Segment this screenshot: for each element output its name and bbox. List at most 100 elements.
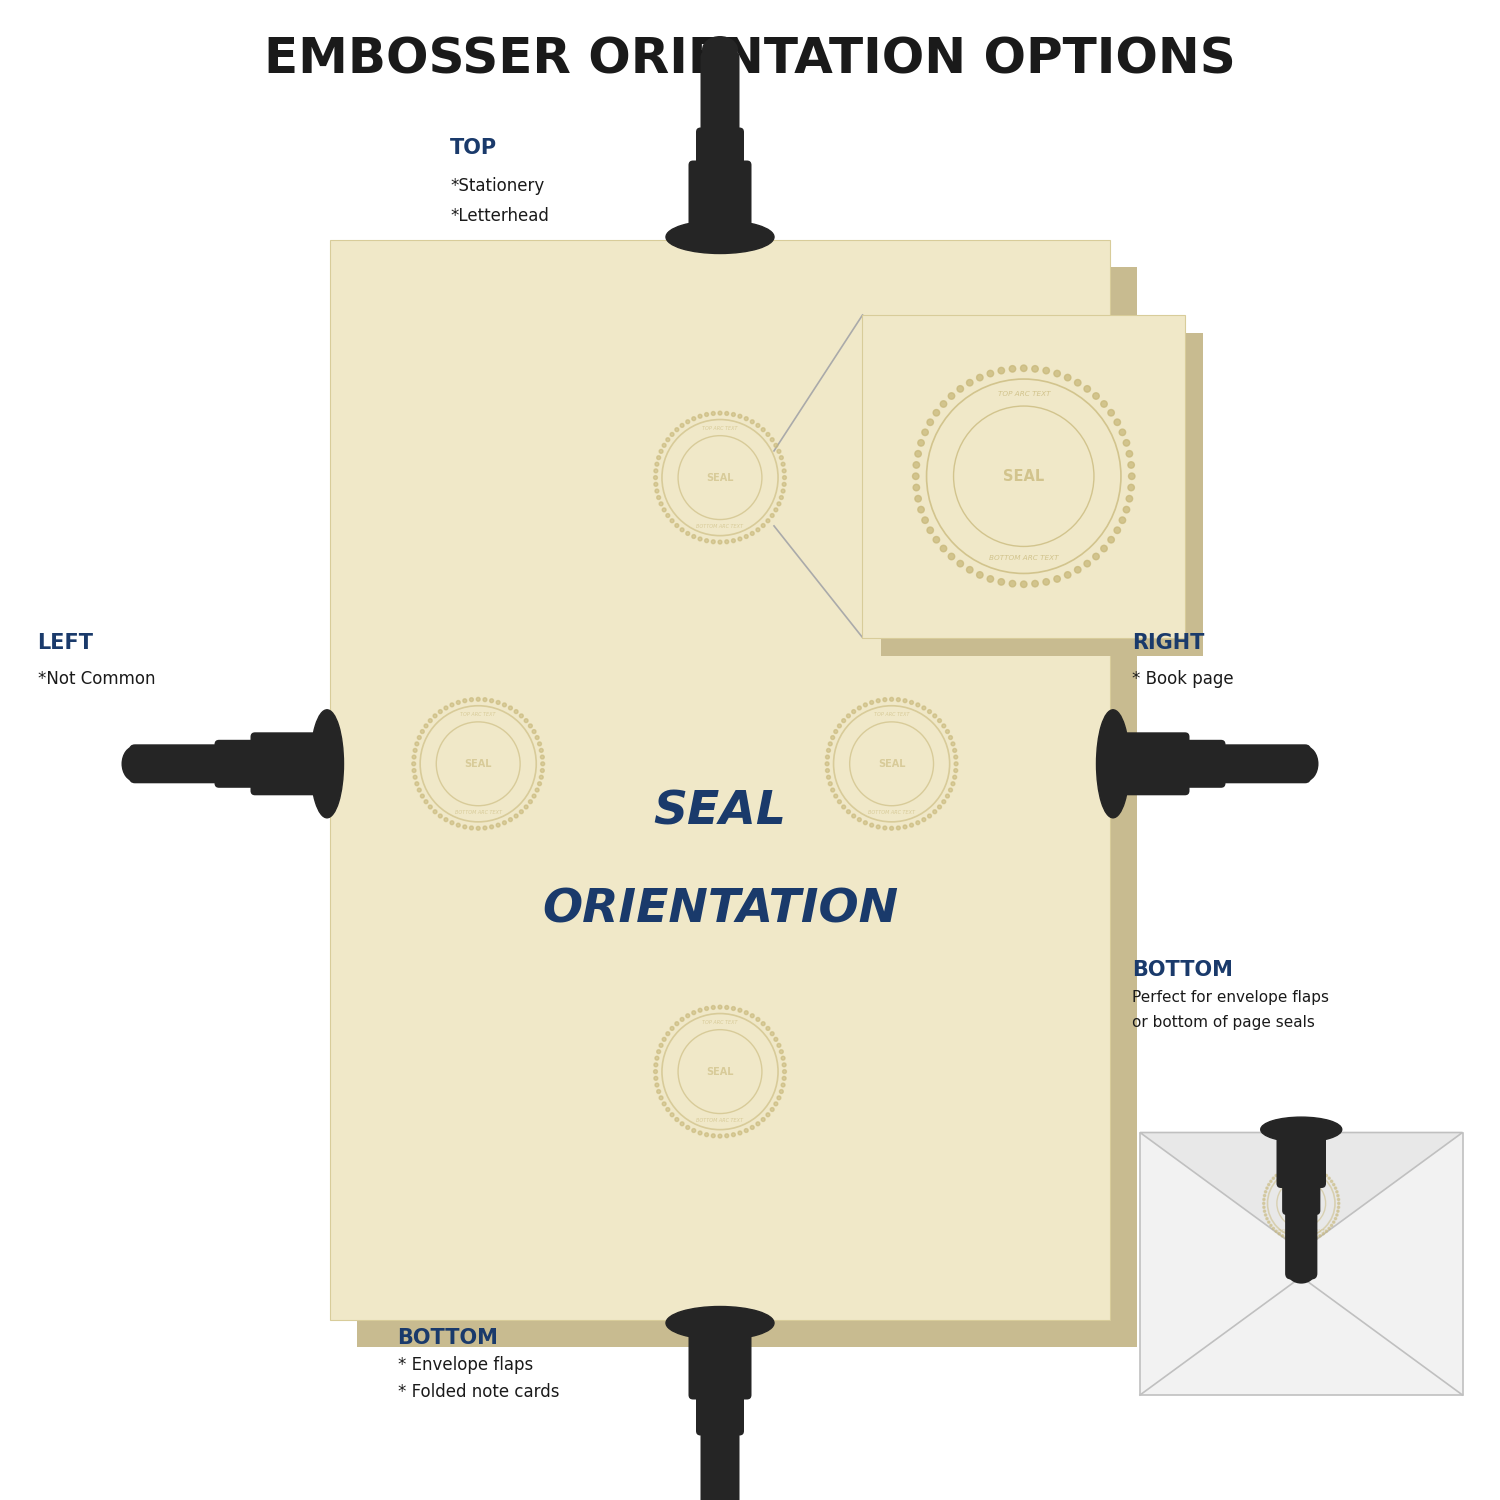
Circle shape [1010, 366, 1016, 372]
Text: RIGHT: RIGHT [1132, 633, 1204, 652]
Circle shape [766, 519, 770, 522]
Circle shape [483, 827, 488, 830]
Circle shape [724, 1134, 729, 1137]
Circle shape [976, 375, 982, 381]
Circle shape [922, 518, 928, 524]
Circle shape [1263, 1210, 1266, 1212]
Circle shape [782, 483, 786, 486]
Circle shape [675, 427, 680, 432]
FancyBboxPatch shape [1286, 1206, 1317, 1280]
Circle shape [1318, 1170, 1322, 1172]
Circle shape [420, 729, 424, 734]
Text: * Folded note cards: * Folded note cards [398, 1383, 560, 1401]
Circle shape [1293, 1166, 1294, 1168]
Text: BOTTOM ARC TEXT: BOTTOM ARC TEXT [1278, 1230, 1324, 1234]
Circle shape [692, 1128, 696, 1132]
Circle shape [1010, 580, 1016, 586]
Circle shape [774, 509, 778, 512]
Circle shape [1328, 1178, 1330, 1179]
Circle shape [537, 782, 542, 786]
Circle shape [1304, 1239, 1306, 1242]
Circle shape [837, 724, 842, 728]
Circle shape [780, 456, 783, 459]
Circle shape [966, 567, 974, 573]
Circle shape [444, 706, 448, 710]
Circle shape [711, 411, 716, 416]
Circle shape [429, 806, 432, 808]
Circle shape [1074, 567, 1082, 573]
Circle shape [705, 538, 708, 543]
Circle shape [698, 1131, 702, 1136]
Circle shape [1338, 1206, 1340, 1209]
Circle shape [1101, 546, 1107, 552]
Text: LEFT: LEFT [38, 633, 93, 652]
Circle shape [1054, 370, 1060, 376]
Circle shape [1300, 1239, 1302, 1242]
Circle shape [1275, 1230, 1278, 1233]
Circle shape [1270, 1180, 1272, 1182]
Circle shape [692, 417, 696, 420]
Circle shape [1281, 1170, 1284, 1172]
Circle shape [1101, 400, 1107, 406]
Circle shape [1336, 1194, 1340, 1197]
Circle shape [1020, 364, 1028, 372]
FancyBboxPatch shape [688, 160, 752, 230]
Circle shape [1114, 526, 1120, 534]
Circle shape [916, 821, 920, 825]
Text: TOP ARC TEXT: TOP ARC TEXT [998, 392, 1050, 398]
Circle shape [945, 794, 950, 798]
Circle shape [774, 444, 778, 447]
Circle shape [413, 768, 416, 772]
Circle shape [654, 470, 658, 472]
Ellipse shape [1292, 746, 1318, 782]
Circle shape [705, 1007, 708, 1011]
Circle shape [658, 1096, 663, 1100]
Circle shape [732, 1007, 735, 1011]
Circle shape [654, 1077, 658, 1080]
Circle shape [1094, 554, 1100, 560]
Circle shape [420, 794, 424, 798]
Circle shape [686, 1014, 690, 1017]
Circle shape [903, 825, 908, 830]
Circle shape [519, 714, 524, 718]
Circle shape [884, 698, 886, 702]
Circle shape [782, 1064, 786, 1066]
Circle shape [540, 754, 544, 759]
Circle shape [654, 476, 657, 480]
Circle shape [783, 1070, 786, 1074]
Circle shape [1293, 1239, 1294, 1240]
FancyBboxPatch shape [1179, 740, 1225, 788]
Text: TOP ARC TEXT: TOP ARC TEXT [874, 712, 909, 717]
Circle shape [532, 794, 536, 798]
Circle shape [760, 1022, 765, 1026]
Circle shape [537, 742, 542, 746]
Circle shape [429, 718, 432, 723]
Circle shape [656, 1056, 658, 1060]
Circle shape [718, 1005, 722, 1010]
Text: TOP ARC TEXT: TOP ARC TEXT [702, 426, 738, 430]
FancyBboxPatch shape [700, 1426, 740, 1500]
Bar [330, 240, 1110, 1320]
Circle shape [1084, 386, 1090, 392]
Circle shape [782, 489, 784, 494]
Circle shape [470, 698, 474, 702]
Circle shape [1275, 1174, 1278, 1176]
Circle shape [666, 438, 670, 441]
Circle shape [1263, 1206, 1264, 1209]
Text: SEAL: SEAL [878, 759, 906, 770]
Circle shape [656, 462, 658, 466]
FancyBboxPatch shape [129, 744, 224, 783]
Circle shape [514, 710, 517, 714]
Circle shape [654, 1064, 658, 1066]
Circle shape [940, 546, 946, 552]
Circle shape [657, 495, 660, 500]
Circle shape [828, 782, 833, 786]
Circle shape [1324, 1230, 1328, 1233]
Circle shape [831, 735, 834, 740]
Circle shape [766, 1113, 770, 1116]
Circle shape [825, 762, 830, 765]
Circle shape [987, 576, 993, 582]
Circle shape [914, 484, 920, 490]
Polygon shape [1140, 1132, 1462, 1251]
Circle shape [503, 704, 507, 706]
